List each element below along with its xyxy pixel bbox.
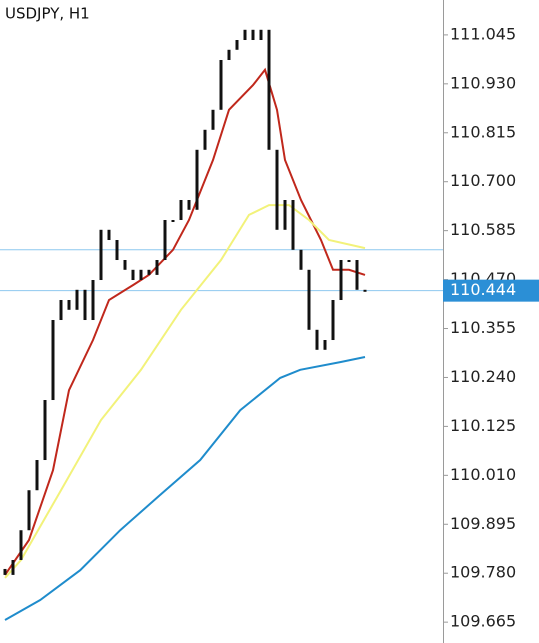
candle	[115, 240, 119, 261]
y-tick-label: 110.700	[450, 171, 516, 190]
candle	[211, 109, 215, 130]
candle	[75, 289, 79, 310]
candle	[267, 29, 271, 150]
candle	[275, 149, 279, 230]
y-tick-label: 110.240	[450, 367, 516, 386]
y-tick-label: 110.355	[450, 318, 516, 337]
candle	[283, 200, 287, 230]
candle	[251, 29, 255, 41]
candle	[235, 40, 239, 50]
candle	[99, 229, 103, 281]
candle	[91, 280, 95, 321]
current-price-box	[443, 279, 539, 302]
candle	[219, 60, 223, 110]
y-tick-label: 110.815	[450, 122, 516, 141]
candle	[43, 400, 47, 461]
y-tick-label: 110.010	[450, 465, 516, 484]
chart-title: USDJPY, H1	[5, 5, 90, 23]
candle	[67, 300, 71, 310]
candle	[11, 560, 15, 575]
candle	[339, 260, 343, 301]
candle	[315, 329, 319, 350]
current-price-label: 110.444	[450, 280, 516, 299]
y-tick-label: 110.585	[450, 220, 516, 239]
candle	[307, 269, 311, 330]
candle	[155, 260, 159, 275]
candle	[259, 29, 263, 41]
candle	[27, 490, 31, 531]
candle	[323, 340, 327, 350]
y-tick-label: 110.125	[450, 416, 516, 435]
candle	[203, 129, 207, 150]
candle	[107, 229, 111, 241]
moving-average	[4, 356, 366, 621]
candle	[291, 200, 295, 250]
candle	[363, 289, 367, 292]
candle	[331, 300, 335, 341]
candle	[195, 149, 199, 210]
y-tick-label: 109.895	[450, 514, 516, 533]
candle	[123, 260, 127, 270]
candle	[347, 260, 351, 263]
y-tick-label: 111.045	[450, 24, 516, 43]
y-tick-label: 109.665	[450, 612, 516, 631]
candle	[131, 269, 135, 281]
moving-average	[4, 204, 366, 579]
candle	[227, 49, 231, 61]
candle	[179, 200, 183, 221]
candle	[163, 220, 167, 261]
candle	[3, 568, 7, 575]
candle	[171, 220, 175, 223]
candle	[59, 300, 63, 321]
y-tick-label: 109.780	[450, 563, 516, 582]
candle	[147, 269, 151, 275]
candle	[19, 530, 23, 561]
candle	[139, 269, 143, 281]
candle	[243, 29, 247, 41]
y-tick-label: 110.930	[450, 73, 516, 92]
candle	[35, 460, 39, 491]
candle	[299, 249, 303, 270]
candle	[51, 320, 55, 401]
candle	[355, 260, 359, 290]
candle	[83, 289, 87, 321]
candle	[187, 200, 191, 210]
